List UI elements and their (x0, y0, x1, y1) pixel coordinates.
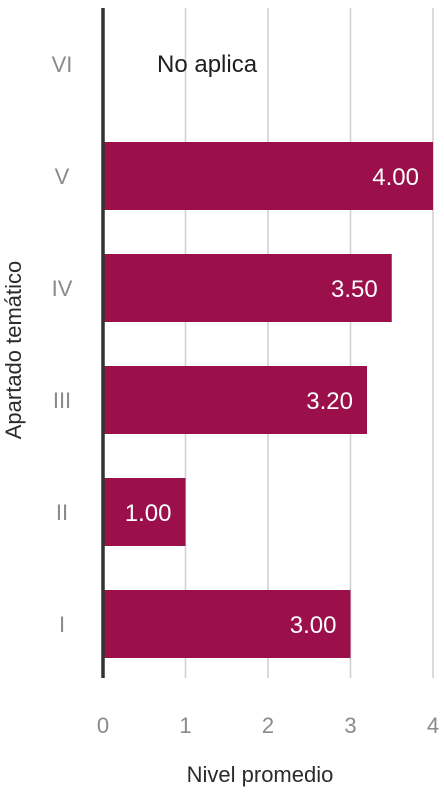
bar-v (103, 142, 433, 210)
bar-value-label: 3.50 (331, 276, 378, 303)
data-labels: No aplica 4.00 3.50 3.20 1.00 3.00 (125, 51, 419, 639)
bar-value-label: 3.20 (306, 388, 353, 415)
x-tick-label: 1 (179, 713, 191, 738)
bar-iv (103, 254, 392, 322)
x-tick-label: 2 (262, 713, 274, 738)
x-tick-labels: 0 1 2 3 4 (97, 713, 439, 738)
bars (103, 142, 433, 658)
bar-value-label: 4.00 (372, 164, 419, 191)
category-label-v: V (55, 164, 70, 189)
y-axis-title: Apartado temático (1, 261, 26, 440)
category-label-iv: IV (52, 276, 73, 301)
bar-value-label: 3.00 (290, 612, 337, 639)
category-label-vi: VI (52, 52, 73, 77)
category-label-iii: III (53, 388, 71, 413)
x-tick-label: 4 (427, 713, 439, 738)
x-tick-label: 0 (97, 713, 109, 738)
bar-value-label: 1.00 (125, 500, 172, 527)
gridlines (184, 8, 434, 678)
x-tick-label: 3 (344, 713, 356, 738)
bar-i (103, 590, 351, 658)
not-applicable-label: No aplica (157, 51, 258, 78)
bar-ii (103, 478, 186, 546)
category-label-i: I (59, 612, 65, 637)
category-label-ii: II (56, 500, 68, 525)
bar-iii (103, 366, 367, 434)
x-axis-title: Nivel promedio (187, 762, 334, 787)
